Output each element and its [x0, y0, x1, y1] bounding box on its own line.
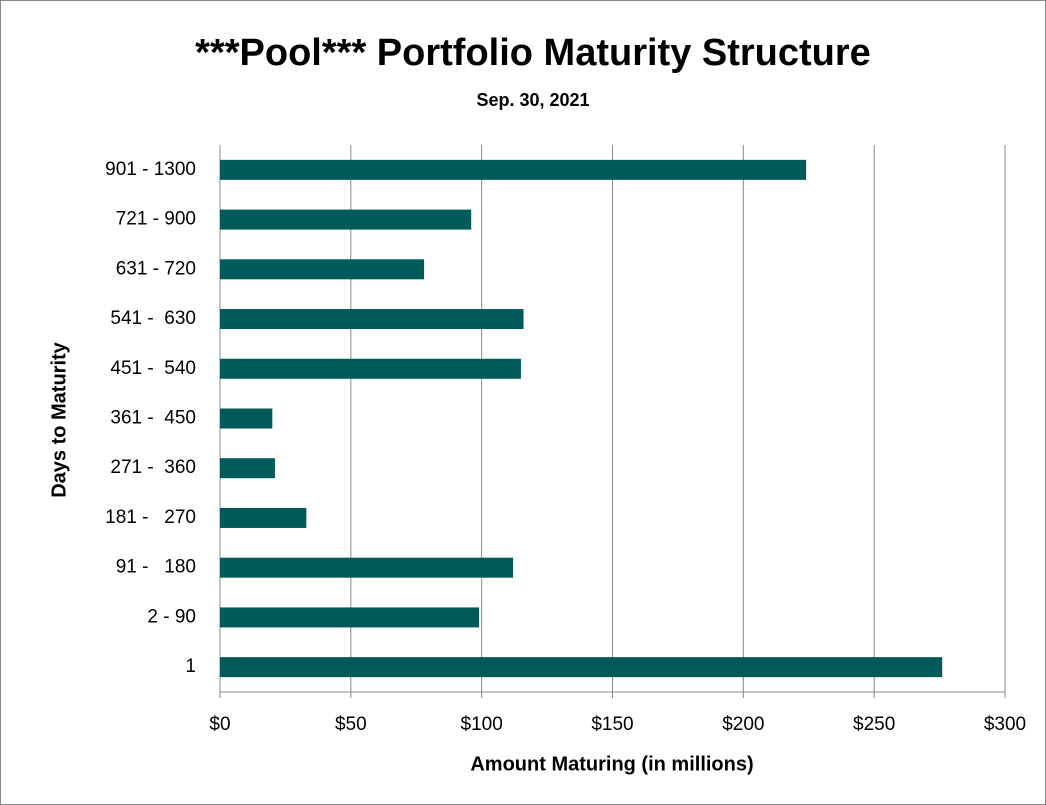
bar	[220, 309, 524, 330]
x-tick-label: $100	[461, 714, 503, 735]
y-tick-label: 541 - 630	[110, 308, 196, 329]
y-tick-label: 361 - 450	[110, 408, 196, 429]
chart-subtitle: Sep. 30, 2021	[476, 90, 589, 110]
x-tick-label: $200	[722, 714, 764, 735]
x-axis-title: Amount Maturing (in millions)	[470, 753, 753, 775]
chart-title: ***Pool*** Portfolio Maturity Structure	[195, 32, 871, 74]
x-tick-label: $250	[853, 714, 895, 735]
x-tick-label: $150	[591, 714, 633, 735]
y-tick-label: 91 - 180	[116, 557, 196, 578]
bar	[220, 607, 480, 628]
x-tick-label: $50	[335, 714, 367, 735]
y-tick-label: 1	[185, 656, 196, 677]
y-tick-label: 721 - 900	[116, 209, 196, 230]
bar	[220, 358, 521, 379]
bar	[220, 209, 472, 230]
bar	[220, 507, 307, 528]
y-tick-label: 451 - 540	[110, 358, 196, 379]
bar	[220, 259, 425, 280]
x-tick-label: $300	[984, 714, 1026, 735]
bar	[220, 557, 514, 578]
bar	[220, 657, 943, 678]
y-tick-label: 631 - 720	[116, 258, 196, 279]
x-tick-label: $0	[209, 714, 230, 735]
y-tick-label: 181 - 270	[105, 507, 196, 528]
bar	[220, 408, 273, 429]
y-tick-label: 901 - 1300	[105, 159, 196, 180]
y-tick-label: 2 - 90	[147, 606, 196, 627]
y-tick-label: 271 - 360	[110, 457, 196, 478]
y-axis-title: Days to Maturity	[48, 341, 70, 497]
bar	[220, 159, 807, 180]
bar	[220, 458, 275, 479]
